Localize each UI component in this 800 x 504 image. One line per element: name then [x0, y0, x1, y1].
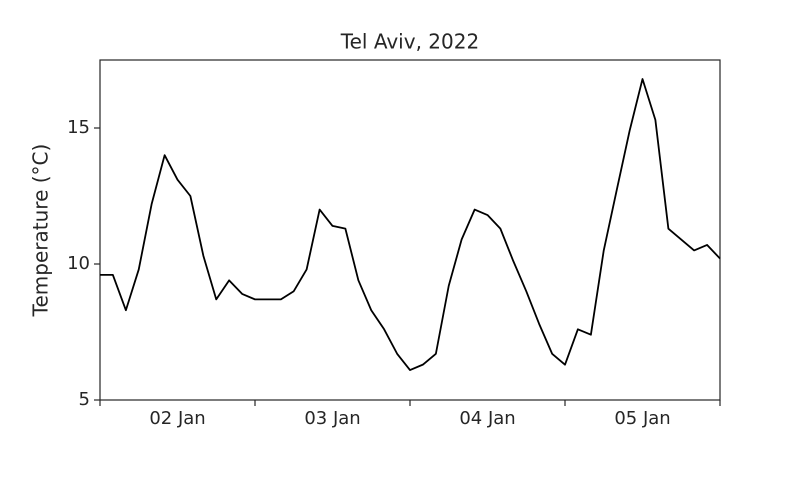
x-tick-label: 05 Jan: [614, 408, 670, 429]
y-tick-label: 10: [67, 253, 90, 274]
y-tick-label: 5: [79, 389, 90, 410]
y-axis-label: Temperature (°C): [29, 144, 53, 318]
y-tick-label: 15: [67, 117, 90, 138]
chart-title: Tel Aviv, 2022: [340, 30, 479, 54]
plot-frame: [99, 59, 721, 401]
x-tick-label: 03 Jan: [304, 408, 360, 429]
x-tick-label: 04 Jan: [459, 408, 515, 429]
x-tick-label: 02 Jan: [149, 408, 205, 429]
temperature-line: [100, 78, 721, 371]
